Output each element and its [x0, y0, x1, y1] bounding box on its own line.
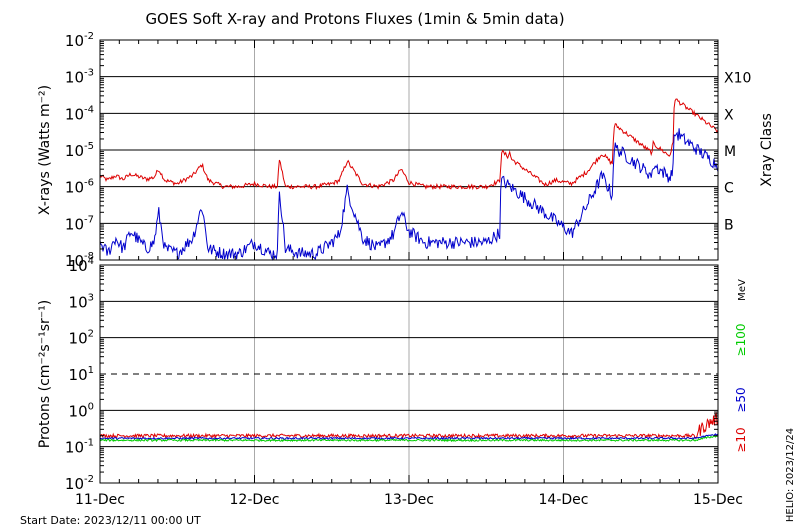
xray-class-label: B	[724, 217, 734, 233]
xray-class-axis-label: Xray Class	[759, 113, 775, 187]
x-tick-label: 12-Dec	[230, 492, 280, 508]
proton-series-blue	[99, 433, 719, 441]
xray-gridlines	[100, 40, 718, 260]
xray-panel: 10-2 10-3 10-4 10-5 10-6 10-7 10-8 X10 X M C B X-r…	[37, 31, 775, 270]
proton-series-group	[99, 412, 719, 443]
xray-y-tick-label: 10-3	[65, 68, 94, 87]
xray-series-red	[99, 98, 719, 191]
xray-class-label: X10	[724, 71, 751, 87]
energy-label: ≥10	[734, 427, 748, 452]
x-axis-tick-labels: 11-Dec 12-Dec 13-Dec 14-Dec 15-Dec	[75, 40, 743, 508]
xray-class-label: X	[724, 107, 734, 123]
xray-class-label: M	[724, 144, 736, 160]
proton-panel: 104 103 102 101 100 10-1 10-2 Protons (cm⁻²s⁻¹…	[37, 256, 748, 493]
xray-y-tick-label: 10-8	[65, 251, 94, 270]
proton-y-tick-label: 102	[69, 329, 94, 348]
xray-y-tick-label: 10-6	[65, 178, 94, 197]
proton-y-tick-labels: 104 103 102 101 100 10-1 10-2	[65, 256, 718, 493]
xray-y-tick-label: 10-4	[65, 104, 94, 123]
proton-series-green	[99, 434, 719, 443]
xray-y-axis-label: X-rays (Watts m⁻²)	[37, 85, 53, 215]
proton-y-tick-label: 10-2	[65, 474, 94, 493]
x-tick-label: 14-Dec	[539, 492, 589, 508]
x-tick-label: 13-Dec	[384, 492, 434, 508]
energy-label: ≥50	[734, 387, 748, 412]
chart-title: GOES Soft X-ray and Protons Fluxes (1min…	[145, 10, 564, 28]
xray-y-tick-label: 10-7	[65, 214, 94, 233]
xray-y-tick-labels: 10-2 10-3 10-4 10-5 10-6 10-7 10-8	[65, 31, 718, 270]
xray-series-group	[99, 98, 719, 262]
xray-class-labels: X10 X M C B	[724, 71, 751, 234]
helio-date-label: HELIO: 2023/12/24	[785, 428, 796, 522]
proton-series-red	[99, 412, 719, 439]
x-tick-label: 11-Dec	[75, 492, 125, 508]
proton-gridlines	[100, 265, 718, 483]
energy-unit-label: MeV	[737, 279, 748, 301]
energy-label: ≥100	[734, 324, 748, 357]
proton-y-tick-label: 104	[69, 256, 94, 275]
xray-class-label: C	[724, 181, 734, 197]
proton-y-tick-label: 10-1	[65, 438, 94, 457]
proton-y-axis-label: Protons (cm⁻²s⁻¹sr⁻¹)	[37, 300, 53, 449]
xray-y-tick-label: 10-5	[65, 141, 94, 160]
xray-y-tick-label: 10-2	[65, 31, 94, 50]
start-date-label: Start Date: 2023/12/11 00:00 UT	[20, 514, 201, 527]
energy-labels: ≥100 ≥50 ≥10	[734, 324, 748, 453]
proton-y-tick-label: 103	[69, 292, 94, 311]
xray-series-blue	[99, 128, 719, 262]
proton-y-tick-label: 101	[69, 365, 94, 384]
proton-y-tick-label: 100	[69, 401, 94, 420]
x-tick-label: 15-Dec	[693, 492, 743, 508]
